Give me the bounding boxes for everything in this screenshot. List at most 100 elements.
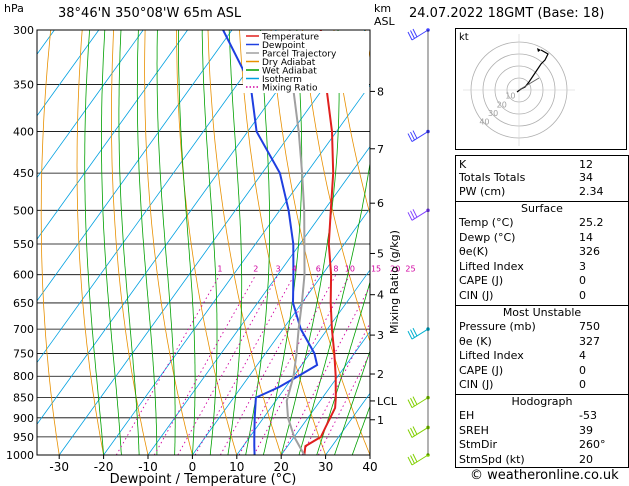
most-unstable-table: Most Unstable Pressure (mb) 750 θe (K) 327… <box>455 305 629 395</box>
km-tick-label: 7 <box>377 143 384 156</box>
storm-motion-vector <box>518 77 540 91</box>
mixing-ratio-axis-label: Mixing Ratio (g/kg) <box>388 230 401 334</box>
row-value: 750 <box>579 320 600 333</box>
legend-label: Dry Adiabat <box>262 58 316 68</box>
row-value: 326 <box>579 245 600 259</box>
mixing-ratio-label: 25 <box>405 265 415 274</box>
row-label: CAPE (J) <box>459 274 504 288</box>
x-tick-label: 10 <box>229 460 244 474</box>
pressure-tick-label: 800 <box>13 370 34 383</box>
surface-row: Dewp (°C) 14 <box>456 231 628 246</box>
km-tick-label: 6 <box>377 197 384 210</box>
surface-title: Surface <box>521 202 563 215</box>
copyright-notice: © weatheronline.co.uk <box>470 468 619 483</box>
mixing-ratio-line <box>220 274 319 455</box>
index-row-pw: PW (cm) 2.34 <box>456 185 628 198</box>
row-label: Temp (°C) <box>459 216 514 229</box>
legend-label: Temperature <box>261 33 319 43</box>
pressure-tick-label: 600 <box>13 269 34 282</box>
hodograph-arrow-icon <box>537 48 541 52</box>
dry-adiabat <box>176 30 238 455</box>
row-value: 25.2 <box>579 216 604 229</box>
mixing-ratio-line <box>177 274 279 455</box>
row-label: StmDir <box>459 438 498 452</box>
stability-indices-table: K 12 Totals Totals 34 PW (cm) 2.34 <box>455 155 629 202</box>
x-tick-label: -30 <box>49 460 69 474</box>
mixing-ratio-label: 10 <box>345 265 355 274</box>
x-tick-label: -10 <box>138 460 158 474</box>
mixing-ratio-label: 2 <box>253 265 258 274</box>
mixing-ratio-label: 1 <box>217 265 222 274</box>
isotherm-line <box>37 30 100 117</box>
hodograph-ring-label: 40 <box>479 118 489 127</box>
wet-adiabat <box>334 349 370 455</box>
x-tick-label: 30 <box>318 460 333 474</box>
legend-box <box>243 31 369 93</box>
profile-temperature <box>303 30 337 455</box>
wet-adiabat <box>178 30 196 455</box>
surface-row: CIN (J) 0 <box>456 289 628 304</box>
row-label: θe (K) <box>459 334 492 348</box>
row-value: 0 <box>579 288 586 302</box>
row-label: SREH <box>459 423 489 437</box>
wet-adiabat <box>118 30 140 455</box>
pressure-tick-label: 450 <box>13 167 34 180</box>
hodograph-frame <box>455 28 627 150</box>
most-unstable-row: Lifted Index 4 <box>456 349 628 364</box>
wet-adiabat <box>245 30 270 455</box>
asl-unit-label: ASL <box>374 15 395 28</box>
x-tick-label: 0 <box>189 460 197 474</box>
surface-row: CAPE (J) 0 <box>456 274 628 289</box>
most-unstable-row: CIN (J) 0 <box>456 378 628 393</box>
hodograph-row: StmDir 260° <box>456 438 628 453</box>
wind-barb <box>407 395 430 409</box>
pressure-tick-label: 1000 <box>6 449 34 462</box>
isotherm-line <box>37 30 144 179</box>
wind-barb <box>407 208 430 221</box>
isotherm-line <box>37 30 188 240</box>
row-label: CIN (J) <box>459 288 494 302</box>
pressure-tick-label: 550 <box>13 238 34 251</box>
hpa-unit-label: hPa <box>4 2 24 15</box>
hodograph-row: EH -53 <box>456 409 628 424</box>
dry-adiabat <box>207 30 282 455</box>
dry-adiabat <box>333 30 370 216</box>
dry-adiabat <box>302 30 370 343</box>
dry-adiabat <box>40 30 60 455</box>
row-value: 0 <box>579 274 586 288</box>
surface-row: Lifted Index 3 <box>456 260 628 275</box>
legend-label: Mixing Ratio <box>262 84 318 94</box>
km-unit-label: km <box>374 2 392 15</box>
isotherm-line <box>58 30 366 455</box>
index-label: PW (cm) <box>459 184 506 198</box>
mixing-ratio-label: 4 <box>292 265 297 274</box>
row-label: Dewp (°C) <box>459 230 516 244</box>
mixing-ratio-line <box>317 352 370 455</box>
mixing-ratio-label: 20 <box>390 265 400 274</box>
pressure-tick-label: 400 <box>13 126 34 139</box>
mixing-ratio-line <box>253 274 351 455</box>
most-unstable-row: θe (K) 327 <box>456 335 628 350</box>
hodograph-table: Hodograph EH -53 SREH 39 StmDir 260° StmSpd… <box>455 394 629 468</box>
most-unstable-title: Most Unstable <box>502 306 582 319</box>
mixing-ratio-label: 8 <box>333 265 338 274</box>
x-axis-label: Dewpoint / Temperature (°C) <box>110 472 297 486</box>
pressure-tick-label: 300 <box>13 24 34 37</box>
legend-label: Dewpoint <box>262 41 305 51</box>
row-label: θe(K) <box>459 245 489 259</box>
isotherm-line <box>147 145 370 455</box>
index-row-k: K 12 <box>456 158 628 171</box>
wet-adiabat <box>136 30 158 455</box>
hodograph-ring-label: 10 <box>505 92 515 101</box>
row-value: 4 <box>579 349 586 363</box>
mixing-ratio-line <box>115 274 221 455</box>
isotherm-line <box>192 207 370 455</box>
row-value: -53 <box>579 409 597 422</box>
surface-row: θe(K) 326 <box>456 245 628 260</box>
isotherm-line <box>0 30 10 455</box>
mixing-ratio-label: 6 <box>316 265 321 274</box>
legend-label: Isotherm <box>262 75 302 85</box>
mixing-ratio-label: 3 <box>276 265 281 274</box>
wet-adiabat <box>84 30 104 455</box>
